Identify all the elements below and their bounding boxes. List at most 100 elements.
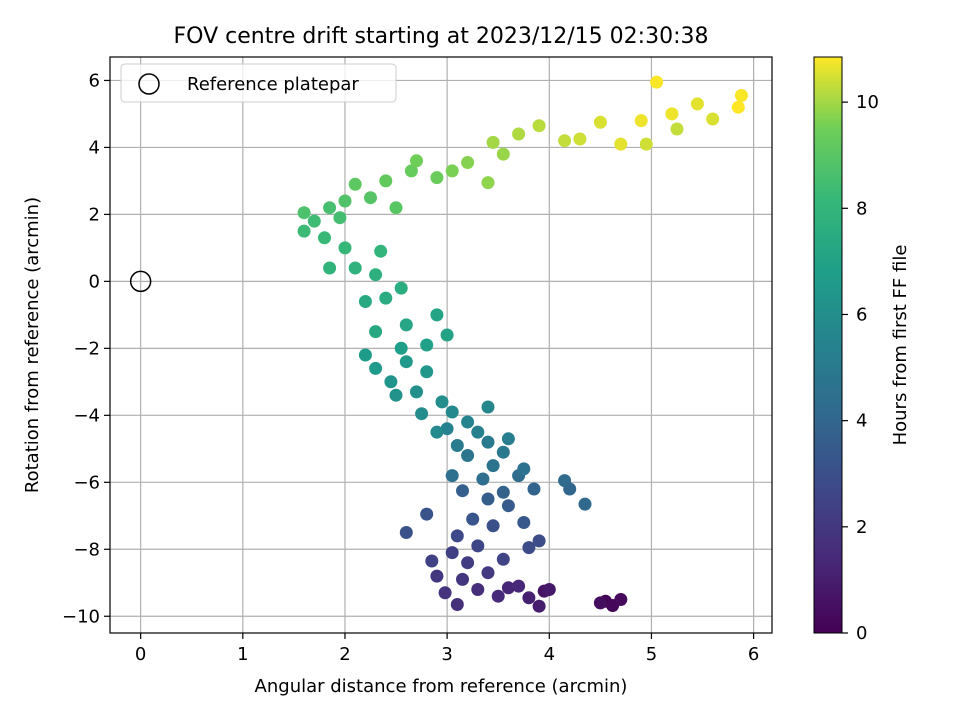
data-point: [527, 482, 541, 496]
data-point: [461, 556, 475, 570]
data-point: [481, 435, 495, 449]
data-point: [440, 422, 454, 436]
data-point: [379, 174, 393, 188]
data-point: [445, 164, 459, 178]
data-point: [501, 432, 515, 446]
data-point: [389, 201, 403, 215]
y-tick-label: 2: [89, 204, 100, 225]
data-point: [496, 485, 510, 499]
data-point: [578, 497, 592, 511]
data-point: [440, 328, 454, 342]
legend-entry-reference-platepar: Reference platepar: [187, 74, 359, 95]
data-point: [420, 365, 434, 379]
legend-marker-icon: [138, 73, 160, 95]
data-point: [348, 177, 362, 191]
data-point: [318, 231, 331, 245]
data-point: [323, 201, 337, 215]
legend: Reference platepar: [120, 63, 397, 103]
data-point: [501, 581, 515, 595]
data-point: [481, 400, 495, 414]
data-point: [410, 154, 423, 168]
x-axis-ticks: 0 1 2 3 4 5 6: [135, 633, 759, 665]
plot-frame: [109, 56, 773, 634]
x-tick-label: 1: [237, 644, 248, 665]
data-point: [542, 583, 556, 596]
x-tick-label: 2: [339, 644, 350, 665]
data-point: [338, 241, 352, 255]
data-point: [333, 211, 347, 225]
data-point: [593, 115, 607, 129]
data-point: [297, 206, 311, 220]
data-point: [496, 147, 510, 161]
data-point: [384, 375, 398, 389]
data-point: [456, 484, 469, 498]
y-tick-label: 6: [89, 70, 100, 91]
data-point: [425, 554, 439, 568]
data-point: [364, 191, 377, 205]
data-point: [532, 119, 546, 133]
data-point: [670, 122, 684, 136]
data-point: [690, 97, 704, 111]
y-tick-label: −2: [73, 338, 100, 359]
colorbar-tick-label: 10: [856, 92, 879, 113]
legend-box: [120, 63, 397, 103]
reference-platepar-marker: [129, 270, 152, 293]
y-axis-label: Rotation from reference (arcmin): [22, 197, 43, 493]
data-point: [471, 583, 485, 596]
data-point: [517, 516, 531, 529]
y-tick-label: −6: [73, 472, 100, 493]
data-point: [430, 569, 444, 583]
data-point: [394, 341, 408, 355]
data-point: [706, 112, 720, 126]
colorbar-tick-label: 6: [856, 304, 867, 325]
data-point: [558, 134, 572, 148]
data-point: [496, 552, 510, 566]
data-point: [399, 355, 413, 369]
data-point: [731, 100, 745, 114]
data-point: [445, 546, 459, 560]
colorbar-tick-label: 0: [856, 623, 867, 644]
data-point: [415, 407, 429, 421]
scatter-points: [297, 75, 748, 613]
x-tick-label: 0: [135, 644, 146, 665]
data-point: [486, 519, 500, 533]
data-point: [650, 75, 664, 89]
data-point: [358, 348, 372, 362]
data-point: [461, 156, 475, 169]
data-point: [379, 291, 393, 305]
data-point: [496, 445, 510, 459]
y-axis-ticks: −10 −8 −6 −4 −2 0 2 4 6: [62, 70, 110, 627]
data-point: [307, 214, 321, 228]
colorbar-tick-label: 2: [856, 517, 867, 538]
y-tick-label: 0: [89, 271, 100, 292]
data-point: [558, 474, 572, 488]
data-point: [491, 589, 505, 603]
colorbar-ticks: 0 2 4 6 8 10: [842, 92, 879, 644]
data-point: [389, 388, 403, 402]
data-point: [501, 499, 515, 513]
data-point: [665, 107, 679, 121]
data-point: [481, 566, 495, 580]
data-point: [522, 541, 536, 555]
data-point: [369, 361, 383, 375]
data-point: [399, 526, 413, 539]
data-point: [410, 385, 423, 399]
y-tick-label: −8: [73, 539, 100, 560]
data-point: [430, 308, 444, 322]
data-point: [466, 512, 480, 526]
data-point: [614, 593, 628, 606]
data-point: [532, 599, 546, 613]
data-point: [573, 132, 587, 146]
colorbar-gradient: [813, 56, 843, 634]
chart-title: FOV centre drift starting at 2023/12/15 …: [174, 24, 709, 49]
data-point: [369, 325, 383, 339]
y-tick-label: −10: [62, 606, 100, 627]
colorbar-tick-label: 4: [856, 411, 867, 432]
data-point: [369, 268, 383, 282]
y-tick-label: 4: [89, 137, 100, 158]
data-point: [734, 89, 748, 102]
data-point: [461, 449, 475, 462]
x-axis-label: Angular distance from reference (arcmin): [255, 676, 628, 697]
data-point: [450, 439, 464, 452]
data-point: [471, 539, 485, 553]
